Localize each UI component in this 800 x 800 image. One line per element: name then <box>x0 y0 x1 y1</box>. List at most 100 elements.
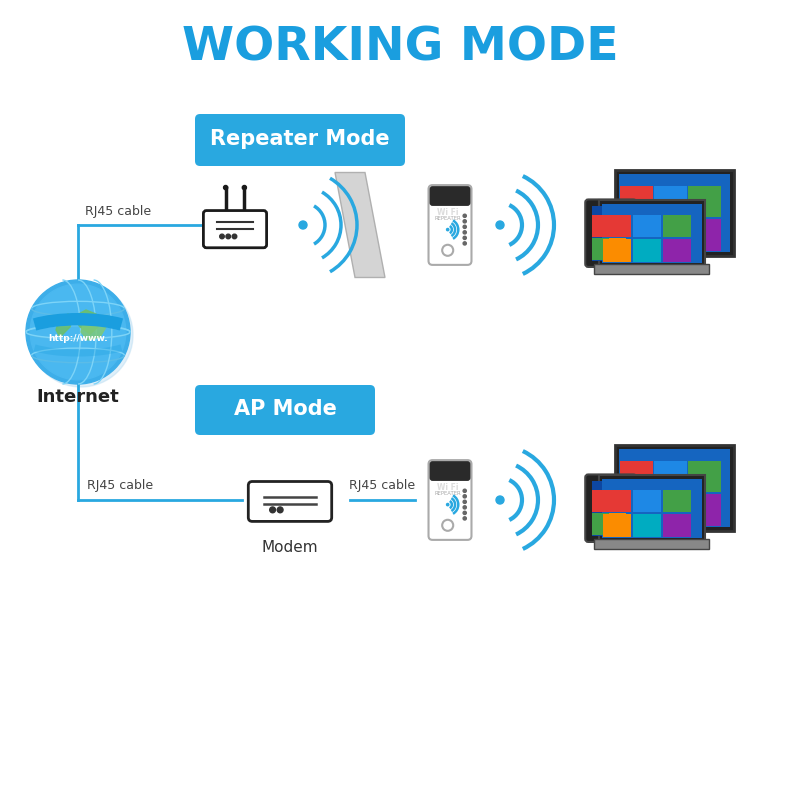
Text: Wi Fi: Wi Fi <box>437 208 458 217</box>
FancyBboxPatch shape <box>248 482 332 522</box>
FancyBboxPatch shape <box>602 239 631 262</box>
Circle shape <box>463 500 466 503</box>
Text: REPEATER: REPEATER <box>434 491 461 496</box>
FancyBboxPatch shape <box>610 215 626 237</box>
FancyBboxPatch shape <box>615 170 734 256</box>
Text: WORKING MODE: WORKING MODE <box>182 26 618 70</box>
Circle shape <box>220 234 224 238</box>
Circle shape <box>463 494 466 498</box>
Polygon shape <box>335 173 385 278</box>
FancyBboxPatch shape <box>633 514 661 537</box>
FancyBboxPatch shape <box>598 200 705 266</box>
FancyBboxPatch shape <box>654 186 686 218</box>
Polygon shape <box>73 310 98 334</box>
FancyBboxPatch shape <box>602 514 631 537</box>
FancyBboxPatch shape <box>654 461 686 493</box>
Circle shape <box>29 283 133 387</box>
Text: REPEATER: REPEATER <box>434 216 461 221</box>
FancyBboxPatch shape <box>633 490 661 512</box>
FancyBboxPatch shape <box>662 514 691 537</box>
Circle shape <box>463 517 466 520</box>
Circle shape <box>463 511 466 514</box>
Circle shape <box>278 507 283 513</box>
Circle shape <box>463 214 466 218</box>
FancyBboxPatch shape <box>620 219 653 251</box>
FancyBboxPatch shape <box>665 254 685 266</box>
Text: Internet: Internet <box>37 388 119 406</box>
Polygon shape <box>56 314 73 337</box>
Circle shape <box>446 503 449 506</box>
FancyBboxPatch shape <box>654 539 695 542</box>
FancyBboxPatch shape <box>610 490 626 512</box>
FancyBboxPatch shape <box>688 461 721 493</box>
FancyBboxPatch shape <box>592 490 609 512</box>
FancyBboxPatch shape <box>586 199 636 267</box>
Circle shape <box>496 496 504 504</box>
FancyBboxPatch shape <box>594 264 709 274</box>
Text: AP Mode: AP Mode <box>234 399 337 419</box>
Circle shape <box>463 230 466 234</box>
FancyBboxPatch shape <box>662 239 691 262</box>
FancyBboxPatch shape <box>429 460 471 540</box>
FancyBboxPatch shape <box>610 238 626 260</box>
FancyBboxPatch shape <box>620 186 653 218</box>
FancyBboxPatch shape <box>633 214 661 238</box>
Circle shape <box>223 186 228 190</box>
FancyBboxPatch shape <box>654 264 695 267</box>
FancyBboxPatch shape <box>591 481 630 536</box>
Circle shape <box>463 220 466 223</box>
FancyBboxPatch shape <box>430 186 470 206</box>
FancyBboxPatch shape <box>195 114 405 166</box>
FancyBboxPatch shape <box>688 494 721 526</box>
FancyBboxPatch shape <box>195 385 375 435</box>
Circle shape <box>226 234 230 238</box>
FancyBboxPatch shape <box>594 539 709 549</box>
Text: Modem: Modem <box>262 541 318 555</box>
Circle shape <box>463 242 466 245</box>
Circle shape <box>496 221 504 229</box>
FancyBboxPatch shape <box>203 210 266 248</box>
FancyBboxPatch shape <box>592 513 609 535</box>
FancyBboxPatch shape <box>662 490 691 512</box>
Text: Wi Fi: Wi Fi <box>437 483 458 492</box>
Circle shape <box>26 280 130 384</box>
FancyBboxPatch shape <box>654 219 686 251</box>
FancyBboxPatch shape <box>620 494 653 526</box>
Circle shape <box>232 234 237 238</box>
FancyBboxPatch shape <box>662 214 691 238</box>
FancyBboxPatch shape <box>602 204 702 262</box>
FancyBboxPatch shape <box>620 461 653 493</box>
FancyBboxPatch shape <box>633 239 661 262</box>
Circle shape <box>30 284 126 380</box>
Text: Repeater Mode: Repeater Mode <box>210 129 390 149</box>
Circle shape <box>270 507 275 513</box>
Circle shape <box>446 229 449 230</box>
FancyBboxPatch shape <box>654 494 686 526</box>
FancyBboxPatch shape <box>430 461 470 481</box>
Circle shape <box>242 186 246 190</box>
FancyBboxPatch shape <box>592 238 609 260</box>
FancyBboxPatch shape <box>586 474 636 542</box>
FancyBboxPatch shape <box>602 478 702 538</box>
FancyBboxPatch shape <box>688 219 721 251</box>
Circle shape <box>463 226 466 229</box>
Circle shape <box>299 221 307 229</box>
Text: http://www.: http://www. <box>48 334 108 342</box>
FancyBboxPatch shape <box>602 214 631 238</box>
FancyBboxPatch shape <box>429 185 471 265</box>
Text: RJ45 cable: RJ45 cable <box>85 205 151 218</box>
FancyBboxPatch shape <box>619 449 730 526</box>
FancyBboxPatch shape <box>591 206 630 261</box>
FancyBboxPatch shape <box>602 490 631 512</box>
FancyBboxPatch shape <box>615 445 734 530</box>
FancyBboxPatch shape <box>598 475 705 541</box>
Circle shape <box>463 506 466 509</box>
Text: RJ45 cable: RJ45 cable <box>87 479 153 493</box>
FancyBboxPatch shape <box>592 215 609 237</box>
Circle shape <box>463 489 466 493</box>
Circle shape <box>463 236 466 239</box>
FancyBboxPatch shape <box>688 186 721 218</box>
FancyBboxPatch shape <box>619 174 730 252</box>
FancyBboxPatch shape <box>610 513 626 535</box>
Polygon shape <box>81 317 106 340</box>
